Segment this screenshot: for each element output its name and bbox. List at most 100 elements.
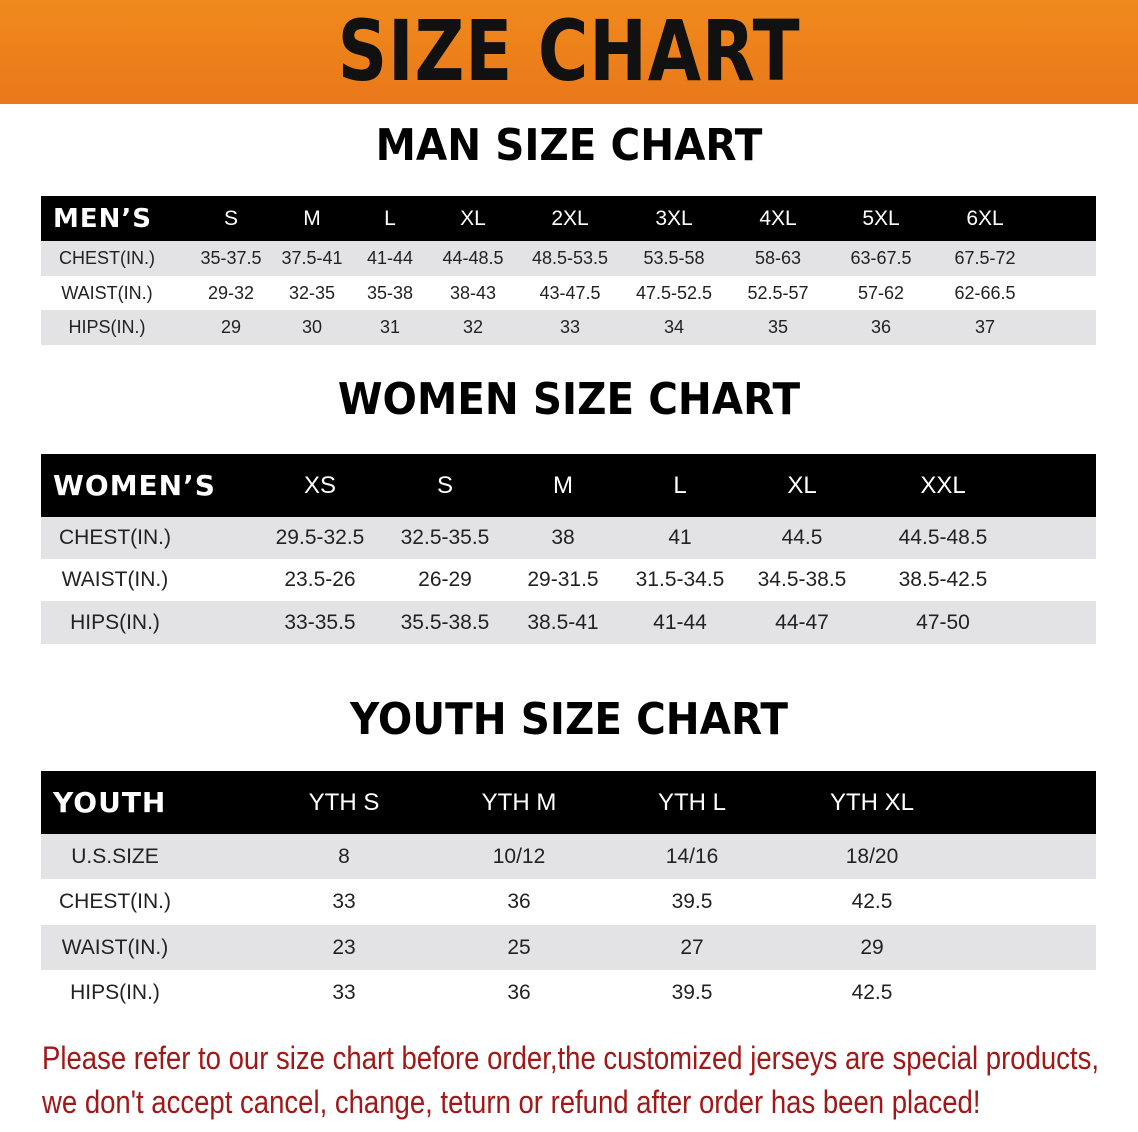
order-notice: Please refer to our size chart before or… (42, 1036, 1099, 1124)
order-notice-line-2: we don't accept cancel, change, teturn o… (42, 1084, 981, 1120)
table-row: HIPS(IN.) 33-35.5 35.5-38.5 38.5-41 41-44 44-… (41, 601, 1096, 644)
youth-section-title: YOUTH SIZE CHART (350, 694, 788, 745)
size-column-header: 2XL (551, 206, 589, 230)
measurement-cell: 43-47.5 (539, 282, 601, 303)
measurement-cell: 39.5 (671, 890, 713, 913)
size-column-header: YTH L (657, 788, 727, 816)
table-row: CHEST(IN.) 33 36 39.5 42.5 (41, 879, 1096, 925)
table-title-cell: WOMEN’S (53, 469, 216, 502)
size-column-header: M (303, 206, 321, 230)
measurement-cell: 33-35.5 (284, 610, 356, 634)
size-column-header: S (223, 206, 239, 230)
measurement-cell: 35 (767, 317, 789, 337)
measurement-cell: 36 (507, 980, 531, 1004)
size-column-header: YTH S (308, 788, 380, 816)
measurement-cell: 36 (507, 890, 531, 913)
row-label: CHEST(IN.) (59, 526, 171, 549)
measurement-cell: 35-37.5 (200, 248, 262, 268)
header-banner: SIZE CHART (0, 0, 1138, 104)
measurement-cell: 23 (332, 935, 356, 959)
measurement-cell: 29 (220, 317, 242, 337)
measurement-cell: 33 (332, 980, 356, 1004)
table-row: HIPS(IN.) 29 30 31 32 33 34 35 36 37 (41, 310, 1096, 345)
measurement-cell: 32.5-35.5 (400, 526, 490, 549)
measurement-cell: 26-29 (418, 568, 472, 591)
table-row: WAIST(IN.) 23 25 27 29 (41, 925, 1096, 970)
measurement-cell: 42.5 (851, 890, 893, 913)
measurement-cell: 44-48.5 (442, 248, 504, 268)
table-row: HIPS(IN.) 33 36 39.5 42.5 (41, 970, 1096, 1015)
measurement-cell: 14/16 (665, 844, 719, 868)
size-column-header: YTH XL (829, 788, 915, 816)
measurement-cell: 63-67.5 (850, 248, 912, 268)
size-column-header: M (553, 471, 573, 499)
row-label: CHEST(IN.) (59, 248, 155, 268)
size-column-header: 3XL (655, 206, 693, 230)
measurement-cell: 35-38 (366, 282, 414, 303)
measurement-cell: 48.5-53.5 (531, 248, 609, 268)
men-section-title: MAN SIZE CHART (375, 120, 763, 171)
size-column-header: XL (787, 471, 817, 499)
measurement-cell: 39.5 (671, 980, 713, 1004)
measurement-cell: 47-50 (916, 610, 970, 634)
size-column-header: S (436, 471, 454, 499)
measurement-cell: 38.5-41 (527, 610, 599, 634)
measurement-cell: 38-43 (449, 282, 497, 303)
measurement-cell: 27 (680, 935, 704, 959)
measurement-cell: 52.5-57 (747, 282, 809, 303)
size-column-header: 5XL (862, 206, 900, 230)
size-column-header: YTH M (481, 788, 557, 816)
row-label: U.S.SIZE (71, 844, 159, 868)
measurement-cell: 31.5-34.5 (635, 568, 725, 591)
measurement-cell: 29 (860, 935, 884, 959)
size-column-header: XS (303, 471, 337, 499)
row-label: WAIST(IN.) (61, 935, 169, 959)
measurement-cell: 33 (559, 317, 581, 337)
banner-title: SIZE CHART (337, 2, 801, 100)
table-row: WAIST(IN.) 29-32 32-35 35-38 38-43 43-47.5 47.… (41, 276, 1096, 310)
size-column-header: 6XL (966, 206, 1004, 230)
table-title-cell: YOUTH (53, 786, 167, 819)
size-column-header: 4XL (759, 206, 797, 230)
measurement-cell: 35.5-38.5 (400, 610, 490, 634)
measurement-cell: 42.5 (851, 980, 893, 1004)
measurement-cell: 67.5-72 (954, 248, 1016, 268)
row-label: WAIST(IN.) (61, 568, 169, 591)
row-label: HIPS(IN.) (68, 317, 146, 337)
measurement-cell: 29-32 (207, 282, 255, 303)
measurement-cell: 44.5-48.5 (898, 526, 988, 549)
table-title-cell: MEN’S (53, 203, 152, 234)
measurement-cell: 41-44 (653, 610, 707, 634)
table-row: CHEST(IN.) 35-37.5 37.5-41 41-44 44-48.5 48.5… (41, 241, 1096, 276)
order-notice-line-1: Please refer to our size chart before or… (42, 1040, 1099, 1076)
row-label: WAIST(IN.) (61, 282, 153, 303)
measurement-cell: 30 (301, 317, 323, 337)
measurement-cell: 57-62 (857, 282, 905, 303)
measurement-cell: 36 (870, 317, 892, 337)
row-label: CHEST(IN.) (59, 890, 171, 913)
measurement-cell: 8 (338, 844, 350, 868)
measurement-cell: 32 (462, 317, 484, 337)
measurement-cell: 33 (332, 890, 356, 913)
measurement-cell: 18/20 (845, 844, 899, 868)
measurement-cell: 23.5-26 (284, 568, 356, 591)
measurement-cell: 37 (974, 317, 996, 337)
measurement-cell: 41-44 (366, 248, 414, 268)
row-label: HIPS(IN.) (70, 980, 160, 1004)
table-row: WAIST(IN.) 23.5-26 26-29 29-31.5 31.5-34.5 34… (41, 559, 1096, 601)
size-column-header: XL (460, 206, 486, 230)
measurement-cell: 29-31.5 (527, 568, 599, 591)
measurement-cell: 37.5-41 (281, 248, 343, 268)
size-column-header: XXL (920, 471, 966, 499)
measurement-cell: 25 (507, 935, 531, 959)
measurement-cell: 38 (551, 526, 575, 549)
measurement-cell: 44-47 (775, 610, 829, 634)
table-row: U.S.SIZE 8 10/12 14/16 18/20 (41, 834, 1096, 879)
table-header-row: YOUTH YTH S YTH M YTH L YTH XL (41, 771, 1096, 834)
measurement-cell: 31 (379, 317, 401, 337)
measurement-cell: 47.5-52.5 (635, 282, 713, 303)
measurement-cell: 34.5-38.5 (757, 568, 847, 591)
measurement-cell: 62-66.5 (954, 282, 1016, 303)
measurement-cell: 53.5-58 (643, 248, 705, 268)
measurement-cell: 44.5 (781, 526, 823, 549)
